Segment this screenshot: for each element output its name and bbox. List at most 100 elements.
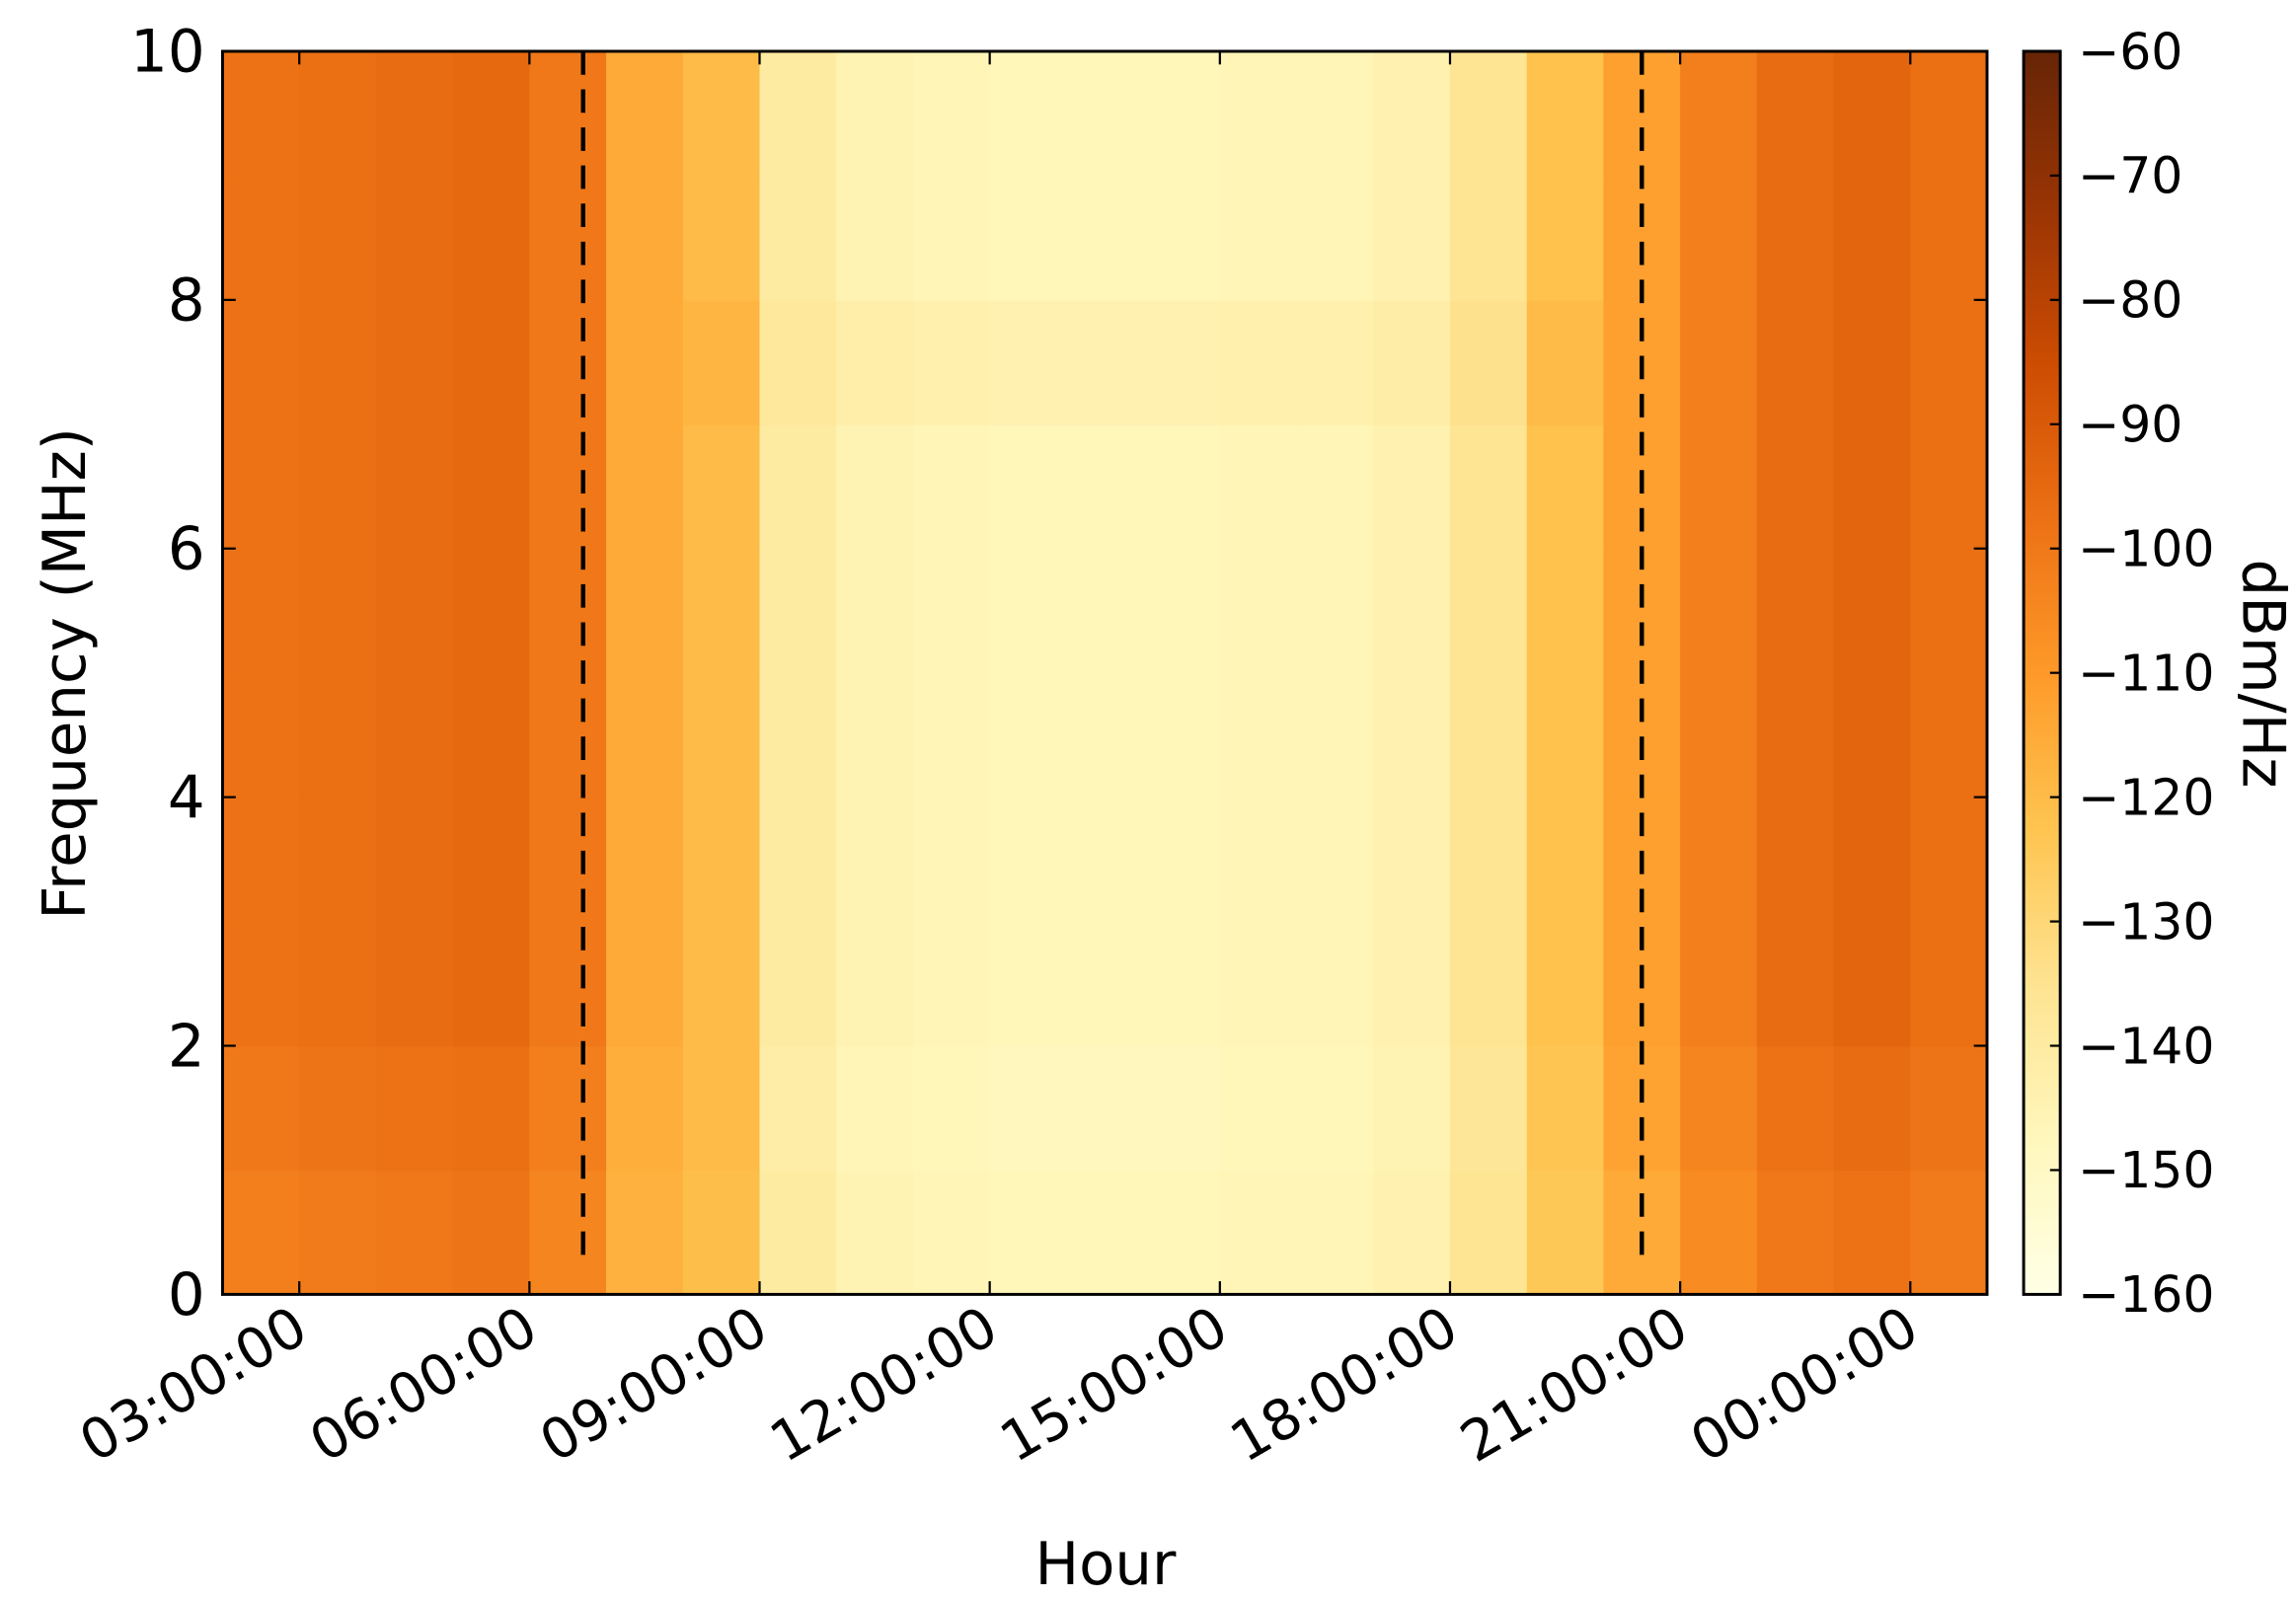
heatmap-cell xyxy=(1910,299,1988,425)
heatmap-cell xyxy=(1296,299,1375,425)
heatmap-cell xyxy=(1296,921,1375,1047)
heatmap-cell xyxy=(1833,921,1912,1047)
heatmap-cell xyxy=(606,50,684,177)
heatmap-cell xyxy=(1833,299,1912,425)
heatmap-cell xyxy=(1526,1170,1605,1296)
heatmap-cell xyxy=(682,797,761,923)
heatmap-cell xyxy=(1143,175,1221,301)
colorbar-tick-label: −70 xyxy=(2078,147,2182,205)
heatmap-cell xyxy=(989,1045,1068,1172)
colorbar-tick-label: −110 xyxy=(2078,644,2215,702)
heatmap-cell xyxy=(759,1170,838,1296)
heatmap-cell xyxy=(375,1045,454,1172)
heatmap-cell xyxy=(912,797,991,923)
heatmap-cell xyxy=(222,797,301,923)
heatmap-cell xyxy=(299,1045,377,1172)
heatmap-cell xyxy=(1680,921,1758,1047)
heatmap-cell xyxy=(222,548,301,674)
y-tick-label: 6 xyxy=(168,515,205,583)
heatmap-cell xyxy=(1680,548,1758,674)
heatmap-cell xyxy=(1219,175,1298,301)
heatmap-cell xyxy=(1756,299,1835,425)
x-tick-label: 06:00:00 xyxy=(300,1295,549,1476)
heatmap-cell xyxy=(299,672,377,799)
heatmap-cell xyxy=(1296,50,1375,177)
heatmap-cell xyxy=(529,797,607,923)
heatmap-cell xyxy=(1219,1170,1298,1296)
heatmap-cell xyxy=(606,299,684,425)
heatmap-cell xyxy=(759,797,838,923)
heatmap-cell xyxy=(1219,1045,1298,1172)
heatmap-cell xyxy=(1296,797,1375,923)
heatmap-cell xyxy=(1449,299,1528,425)
heatmap-cell xyxy=(836,1045,914,1172)
heatmap-cell xyxy=(375,175,454,301)
heatmap-cell xyxy=(1910,797,1988,923)
heatmap-cell xyxy=(1373,1045,1451,1172)
heatmap-cell xyxy=(1143,1045,1221,1172)
heatmap-cell xyxy=(1449,50,1528,177)
heatmap-cell xyxy=(682,1045,761,1172)
heatmap-cell xyxy=(529,423,607,550)
heatmap-cell xyxy=(912,672,991,799)
heatmap-cell xyxy=(1526,50,1605,177)
heatmap-cell xyxy=(1449,423,1528,550)
heatmap-cell xyxy=(1680,672,1758,799)
heatmap-cell xyxy=(989,1170,1068,1296)
heatmap-cell xyxy=(375,299,454,425)
heatmap-cell xyxy=(836,423,914,550)
colorbar-tick-label: −80 xyxy=(2078,271,2182,330)
heatmap-cell xyxy=(1910,1170,1988,1296)
heatmap-cell xyxy=(222,672,301,799)
heatmap-cell xyxy=(1756,797,1835,923)
plot-frame xyxy=(220,49,1989,1296)
heatmap-cell xyxy=(1910,423,1988,550)
heatmap-cell xyxy=(1066,548,1144,674)
heatmap-cell xyxy=(299,299,377,425)
heatmap-cell xyxy=(1449,175,1528,301)
heatmap-cell xyxy=(1373,1170,1451,1296)
x-tick-label: 09:00:00 xyxy=(530,1295,779,1476)
heatmap-cell xyxy=(299,797,377,923)
heatmap-cell xyxy=(1373,50,1451,177)
heatmap-cell xyxy=(1373,921,1451,1047)
heatmap-cell xyxy=(1219,672,1298,799)
heatmap-cell xyxy=(1833,175,1912,301)
x-tick-label: 12:00:00 xyxy=(760,1295,1009,1476)
heatmap-cell xyxy=(989,921,1068,1047)
heatmap-cell xyxy=(1066,1045,1144,1172)
heatmap-cell xyxy=(222,921,301,1047)
heatmap-cell xyxy=(1066,1170,1144,1296)
heatmap-cell xyxy=(1219,50,1298,177)
heatmap-cell xyxy=(299,423,377,550)
heatmap-cell xyxy=(1066,175,1144,301)
heatmap-cell xyxy=(1296,548,1375,674)
colorbar-tick-label: −140 xyxy=(2078,1017,2215,1075)
heatmap-cell xyxy=(222,1170,301,1296)
heatmap-cell xyxy=(299,548,377,674)
heatmap-cell xyxy=(1449,1045,1528,1172)
heatmap-cell xyxy=(836,548,914,674)
heatmap-cell xyxy=(1526,175,1605,301)
heatmap-cell xyxy=(529,299,607,425)
heatmap-cell xyxy=(836,921,914,1047)
heatmap-cell xyxy=(682,423,761,550)
heatmap-cell xyxy=(222,1045,301,1172)
heatmap-cell xyxy=(759,1045,838,1172)
colorbar-tick-label: −100 xyxy=(2078,520,2215,578)
heatmap-cell xyxy=(759,175,838,301)
heatmap-cell xyxy=(682,921,761,1047)
heatmap-cell xyxy=(1143,548,1221,674)
x-tick-label: 21:00:00 xyxy=(1450,1295,1699,1476)
heatmap-cell xyxy=(912,921,991,1047)
heatmap-cell xyxy=(1373,672,1451,799)
heatmap-cell xyxy=(452,548,531,674)
heatmap-cell xyxy=(682,548,761,674)
heatmap xyxy=(222,50,1988,1296)
heatmap-cell xyxy=(606,423,684,550)
x-tick-label: 18:00:00 xyxy=(1220,1295,1469,1476)
heatmap-cell xyxy=(452,299,531,425)
heatmap-cell xyxy=(1449,797,1528,923)
heatmap-cell xyxy=(1910,1045,1988,1172)
